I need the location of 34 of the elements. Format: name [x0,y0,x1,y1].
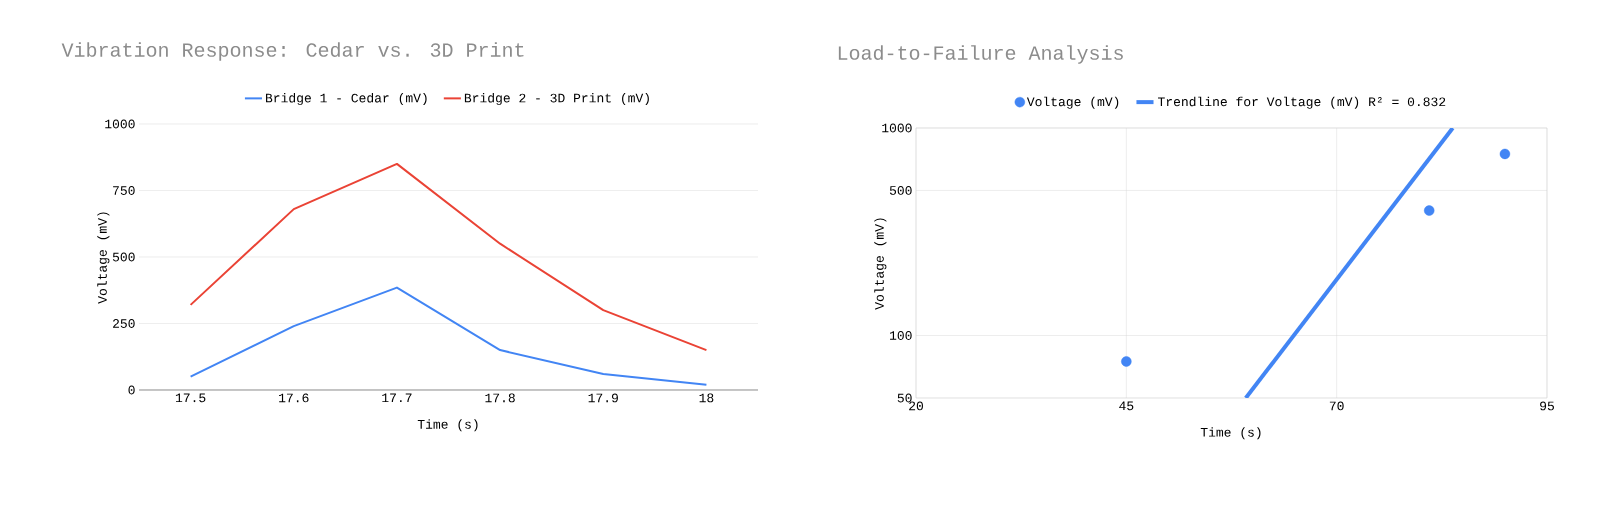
x-tick-label: 17.8 [485,393,515,403]
chart-title: Vibration Response: Cedar vs. 3D Print [61,42,524,61]
x-tick-label: 17.7 [382,393,412,403]
y-tick-label: 0 [128,385,135,395]
point [1121,356,1132,367]
x-axis-title: Time (s) [417,419,478,432]
y-tick-label: 100 [890,331,912,340]
y-tick-label: 1000 [105,119,135,129]
y-axis-title: Voltage (mV) [874,218,887,310]
legend-label: Bridge 2 - 3D Print (mV) [464,92,649,106]
x-tick-label: 18 [699,393,714,403]
legend-label: Trendline for Voltage (mV) R² = 0.832 [1158,96,1446,109]
legend-label: Voltage (mV) [1026,96,1119,109]
chart-title: Load-to-Failure Analysis [838,45,1123,64]
point [1499,148,1511,160]
y-tick-label: 500 [889,186,912,195]
x-tick-label: 17.5 [175,393,206,403]
x-tick-label: 17.9 [588,393,618,403]
x-tick-label: 95 [1540,401,1554,411]
point [1424,205,1435,216]
x-tick-label: 70 [1329,401,1344,411]
x-tick-label: 17.6 [279,393,309,403]
y-axis-title: Voltage (mV) [97,212,110,304]
line-series [189,286,708,386]
y-tick-label: 250 [112,319,135,328]
x-tick-label: 20 [909,401,923,411]
x-tick-label: 45 [1119,401,1134,411]
y-tick-label: 1000 [882,123,912,133]
y-tick-label: 50 [897,393,912,403]
y-tick-label: 750 [113,186,135,195]
line-series [189,162,708,352]
x-axis-title: Time (s) [1200,427,1261,440]
y-tick-label: 500 [112,252,135,262]
legend-label: Bridge 1 - Cedar (mV) [266,92,427,106]
